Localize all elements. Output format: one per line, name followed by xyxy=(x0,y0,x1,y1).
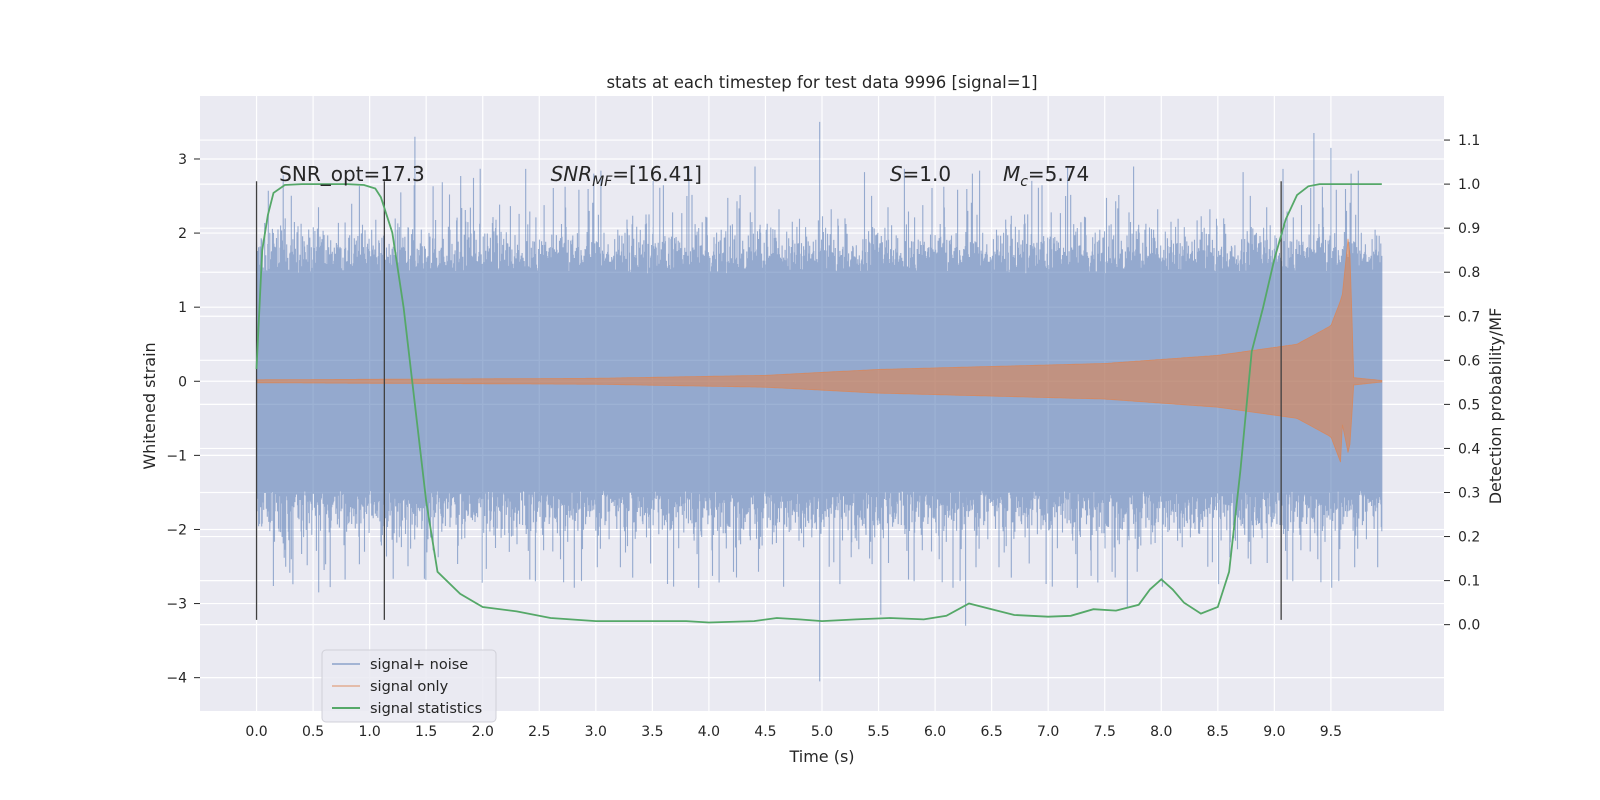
series-signal-only xyxy=(256,238,1383,463)
legend-label: signal only xyxy=(370,679,449,695)
legend-label: signal+ noise xyxy=(370,657,468,673)
x-tick-label: 6.0 xyxy=(924,724,946,740)
x-tick-label: 1.5 xyxy=(415,724,437,740)
x-tick-label: 2.0 xyxy=(472,724,494,740)
annotations: SNR_opt=17.3 SNRMF=[16.41] S=1.0 Mc=5.74 xyxy=(279,162,1089,190)
x-tick-label: 2.5 xyxy=(528,724,550,740)
x-tick-label: 3.0 xyxy=(585,724,607,740)
y2-tick-label: 0.7 xyxy=(1458,309,1480,325)
y-axis-label: Whitened strain xyxy=(140,342,159,469)
y2-tick-label: 0.1 xyxy=(1458,574,1480,590)
y2-tick-label: 0.3 xyxy=(1458,485,1480,501)
y2-tick-label: 1.1 xyxy=(1458,133,1480,149)
y2-tick-label: 0.8 xyxy=(1458,265,1480,281)
legend-label: signal statistics xyxy=(370,701,482,717)
annotation-3: S=1.0 xyxy=(890,162,951,186)
x-tick-label: 0.0 xyxy=(245,724,267,740)
y-tick-label: −4 xyxy=(166,671,187,687)
stat-layer xyxy=(255,183,1382,624)
y2-tick-label: 0.4 xyxy=(1458,441,1480,457)
x-tick-label: 4.5 xyxy=(754,724,776,740)
x-tick-label: 5.5 xyxy=(867,724,889,740)
annotation-4: Mc=5.74 xyxy=(1003,162,1089,190)
x-tick-label: 7.5 xyxy=(1094,724,1116,740)
legend: signal+ noise signal only signal statistic… xyxy=(321,649,497,723)
x-axis-label: Time (s) xyxy=(788,747,854,766)
legend-box xyxy=(321,649,497,723)
y2-tick-label: 0.9 xyxy=(1458,221,1480,237)
y2-tick-label: 0.6 xyxy=(1458,353,1480,369)
y2-tick-label: 0.2 xyxy=(1458,530,1480,546)
y2-tick-label: 1.0 xyxy=(1458,177,1480,193)
y-tick-label: −3 xyxy=(166,597,187,613)
y2-axis-label: Detection probability/MF xyxy=(1486,308,1505,505)
x-tick-label: 7.0 xyxy=(1037,724,1059,740)
x-tick-label: 1.0 xyxy=(359,724,381,740)
y-tick-label: 1 xyxy=(178,300,187,316)
annotation-1: SNR_opt=17.3 xyxy=(279,162,425,186)
x-tick-label: 4.0 xyxy=(698,724,720,740)
y-tick-label: 3 xyxy=(178,152,187,168)
x-tick-label: 0.5 xyxy=(302,724,324,740)
chart-title: stats at each timestep for test data 999… xyxy=(606,73,1037,92)
y2-tick-label: 0.5 xyxy=(1458,397,1480,413)
y-tick-label: −2 xyxy=(166,522,187,538)
x-tick-label: 3.5 xyxy=(641,724,663,740)
x-tick-label: 6.5 xyxy=(981,724,1003,740)
y2-tick-label: 0.0 xyxy=(1458,618,1480,634)
x-tick-label: 5.0 xyxy=(811,724,833,740)
x-tick-label: 9.5 xyxy=(1320,724,1342,740)
x-tick-label: 8.5 xyxy=(1207,724,1229,740)
y-tick-label: 0 xyxy=(178,374,187,390)
y-tick-label: −1 xyxy=(166,448,187,464)
x-tick-label: 9.0 xyxy=(1263,724,1285,740)
vertical-markers xyxy=(255,181,1282,620)
annotation-2: SNRMF=[16.41] xyxy=(551,162,702,190)
x-tick-label: 8.0 xyxy=(1150,724,1172,740)
tick-labels: 0.0 0.5 1.0 1.5 2.0 2.5 3.0 3.5 4.0 4.5 5.0 5.5 6.0 6… xyxy=(166,133,1480,740)
series-signal-statistics xyxy=(255,183,1382,624)
y-tick-label: 2 xyxy=(178,226,187,242)
